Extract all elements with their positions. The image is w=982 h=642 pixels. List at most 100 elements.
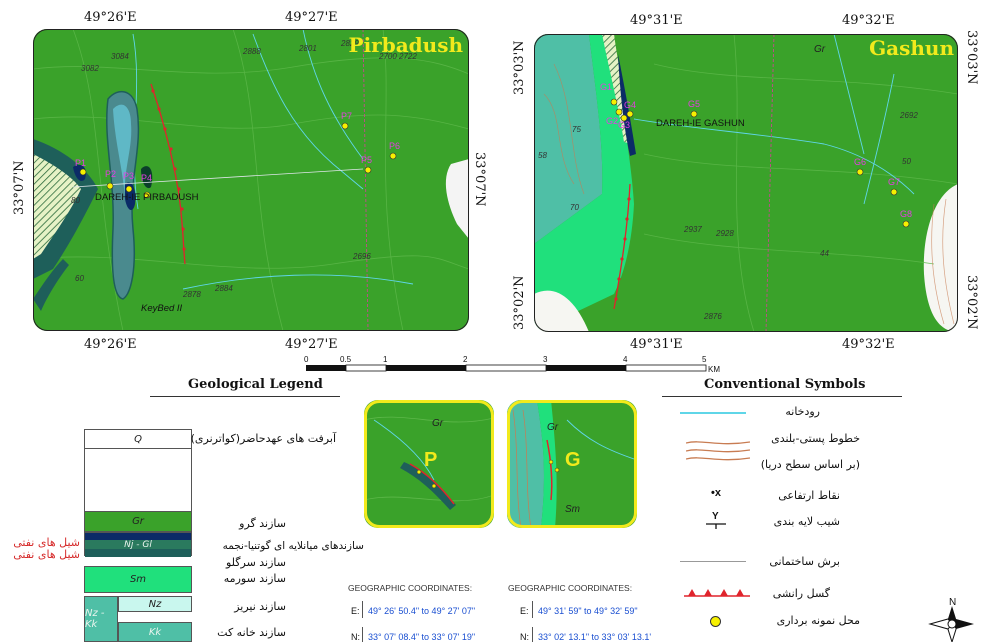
map-gashun-canvas: G1 G2 G3 G4 G5 G6 G7 G8 Gr DAREH-IE GASH… [534,34,958,332]
central-valley-unit [106,90,140,300]
legend-swatch-nj-gl: Nj - Gl [84,532,192,557]
point-label-g1: G1 [600,82,612,92]
legend-gap [84,449,192,511]
legend-divider [150,396,340,397]
lon-label-bottom-2: 49°27'E [285,337,338,352]
spot-height: 50 [902,157,911,166]
lat-label-right-top: 33°03'N [964,30,979,85]
geo-coords-n-key-g: N: [520,632,529,642]
lon-label-bottom-1: 49°26'E [84,337,137,352]
lat-label-left-bottom: 33°02'N [512,275,527,330]
conventional-symbols-heading: Conventional Symbols [704,377,866,392]
spot-height: 2878 [182,290,201,299]
spot-height: 2692 [899,111,918,120]
scale-tick-label: 0.5 [340,355,352,364]
geo-coords-n-key-p: N: [351,632,360,642]
point-label-p6: P6 [389,141,400,151]
scale-tick-label: 5 [702,355,707,364]
inset-p-letter: P [424,449,437,471]
geo-coords-n-value-p: 33° 07' 08.4" to 33° 07' 19" [368,632,476,642]
lon-label-top-4: 49°32'E [842,13,895,28]
lat-label-right-bottom: 33°02'N [964,275,979,330]
point-label-p7: P7 [341,111,352,121]
spot-height: 2696 [352,252,371,261]
oil-shale-label: شیل های نفتی [13,536,80,549]
legend-name-q: آبرفت های عهدحاضر(کواترنری) [190,432,336,445]
legend-swatch-nz: Nz [118,596,192,612]
point-label-g5: G5 [688,99,700,109]
inset-g-sm-label: Sm [565,504,580,515]
spot-height: 3084 [111,52,129,61]
symbol-label-spot-heights: نقاط ارتفاعی [778,489,840,502]
lon-label-top-2: 49°27'E [285,10,338,25]
inset-p: Gr P [364,400,494,528]
contour-lines-icon [686,441,750,461]
section-line-icon [680,561,746,562]
geo-coords-heading-p: GEOGRAPHIC COORDINATES: [348,583,473,593]
spot-height: 2829 [340,39,359,48]
spot-height-icon: •x [711,487,721,499]
symbol-label-sample-point: محل نمونه برداری [776,614,860,627]
lon-label-top-1: 49°26'E [84,10,137,25]
geo-coords-heading-g: GEOGRAPHIC COORDINATES: [508,583,633,593]
point-label-p3: P3 [123,171,134,181]
geo-coords-e-value-g: 49° 31' 59" to 49° 32' 59" [538,606,638,616]
symbol-label-dip: شیب لایه بندی [773,515,840,528]
geological-legend-heading: Geological Legend [188,377,323,392]
point-label-p5: P5 [361,155,372,165]
svg-text:Y: Y [712,511,719,522]
map-title-pirbadush: Pirbadush [348,33,463,57]
legend-name-nj-gl: سازندهای میانلایه ای گوتنیا-نجمه [222,540,364,552]
legend-name-sargelu: سازند سرگلو [225,556,286,569]
river-icon [680,412,746,414]
spot-height: 60 [75,274,84,283]
lon-label-bottom-3: 49°31'E [630,337,683,352]
spot-height: 70 [570,203,579,212]
valley-label-gashun: DAREH-IE GASHUN [656,118,745,129]
inset-g-gr-label: Gr [547,422,559,433]
geo-coords-n-value-g: 33° 02' 13.1" to 33° 03' 13.1' [538,632,652,642]
symbol-label-river: رودخانه [785,405,820,418]
geo-coords-e-key-g: E: [520,606,529,616]
scale-bar-graphic [306,364,707,372]
geo-coords-e-key-p: E: [351,606,360,616]
legend-label-nj-gl: Nj - Gl [85,540,191,550]
lat-label-left: 33°07'N [12,160,27,215]
inset-g: Gr Sm G [507,400,637,528]
symbol-label-section: برش ساختمانی [769,555,840,568]
spot-height: 2937 [683,225,702,234]
gr-map-label: Gr [814,44,826,55]
symbol-label-thrust-fault: گسل رانشی [772,587,830,600]
gr-formation-area [33,29,469,331]
scale-tick-label: 4 [623,355,628,364]
spot-height: 44 [820,249,829,258]
spot-height: 80 [71,196,80,205]
spot-height: 3082 [81,64,99,73]
map-pirbadush: P1 P2 P3 P4 P5 P6 P7 3082 3084 2888 2801… [33,29,469,331]
map-title-gashun: Gashun [869,36,954,60]
spot-height: 2928 [715,229,734,238]
inset-g-map: Gr Sm G [507,400,637,528]
spot-height: 58 [538,151,547,160]
point-label-g8: G8 [900,209,912,219]
legend-swatch-sm: Sm [84,566,192,593]
scale-tick-label: 1 [383,355,388,364]
point-label-p2: P2 [105,169,116,179]
spot-height: 2722 [398,52,417,61]
legend-swatch-nz-kk: Nz - Kk [84,596,118,642]
sample-point-icon [710,616,721,627]
point-label-g4: G4 [624,100,636,110]
inset-g-letter: G [565,449,581,471]
scale-unit-label: KM [708,365,720,374]
point-label-g2: G2 [606,116,618,126]
legend-swatch-kk: Kk [118,622,192,642]
point-label-g6: G6 [854,157,866,167]
north-arrow-icon [928,606,974,642]
surmeh-formation-area [534,34,634,332]
lat-label-left-top: 33°03'N [512,40,527,95]
legend-name-sm: سازند سورمه [223,572,286,585]
lon-label-top-3: 49°31'E [630,13,683,28]
legend-name-nz: سازند نیریز [234,600,286,613]
valley-label-pirbadush: DAREH-IE PIRBADUSH [95,192,199,203]
point-label-p4: P4 [141,173,152,183]
